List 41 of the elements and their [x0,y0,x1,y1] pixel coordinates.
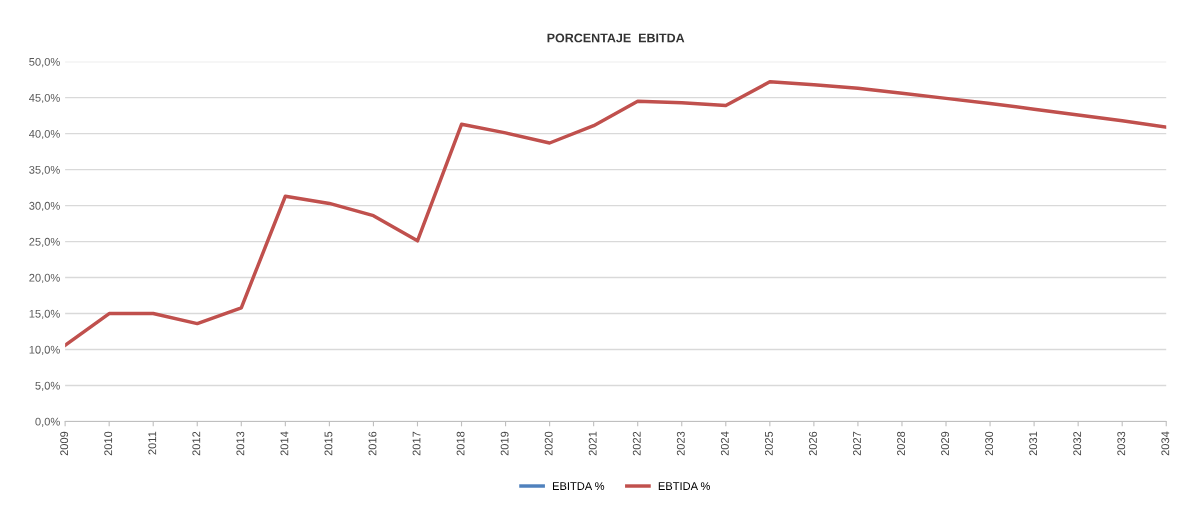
x-tick-label: 2009 [60,431,69,456]
y-tick-label: 5,0% [35,381,60,391]
y-tick-label: 10,0% [29,345,60,355]
x-tick-label: 2028 [897,431,905,456]
x-tick-label: 2018 [456,431,465,456]
x-tick-label: 2012 [192,431,201,456]
x-tick-label: 2023 [676,431,685,456]
x-tick-label: 2029 [941,431,949,456]
x-tick-label: 2015 [324,431,333,456]
x-tick-label: 2030 [985,431,994,456]
x-tick-label: 2032 [1073,431,1082,456]
y-tick-label: 25,0% [29,237,60,248]
y-tick-label: 30,0% [29,201,60,212]
x-tick-label: 2019 [500,431,509,456]
x-tick-label: 2034 [1161,431,1170,456]
x-tick-label: 2013 [236,431,245,456]
y-tick-label: 0,0% [35,417,60,427]
y-tick-label: 20,0% [29,273,60,284]
x-tick-label: 2020 [544,431,553,456]
y-tick-label: 45,0% [29,93,60,104]
x-tick-label: 2021 [588,431,597,456]
x-tick-label: 2016 [368,431,377,456]
x-tick-label: 2011 [148,431,157,455]
x-tick-label: 2010 [104,431,113,456]
x-tick-label: 2026 [809,431,817,456]
legend-label: EBITDA % [552,482,605,490]
x-tick-label: 2022 [632,431,641,456]
x-tick-label: 2033 [1117,431,1126,456]
y-tick-label: 15,0% [29,309,60,319]
y-tick-label: 40,0% [29,129,60,140]
x-tick-label: 2017 [412,431,421,456]
y-tick-label: 35,0% [29,165,60,176]
y-tick-label: 50,0% [29,57,60,68]
x-tick-label: 2027 [853,431,861,456]
x-tick-label: 2014 [280,431,289,456]
legend-label: EBTIDA % [658,482,710,490]
x-tick-label: 2025 [764,431,773,456]
x-tick-label: 2031 [1029,431,1038,456]
x-tick-label: 2024 [720,431,729,456]
line-series [65,80,1167,347]
chart-title: PORCENTAJE EBITDA [547,33,685,43]
